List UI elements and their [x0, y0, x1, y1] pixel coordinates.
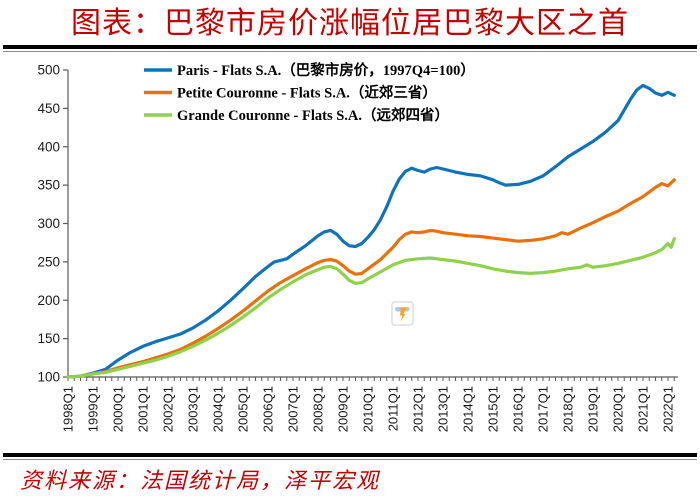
x-tick-label: 2001Q1: [136, 386, 151, 432]
source-note: 资料来源：法国统计局，泽平宏观: [20, 468, 381, 493]
legend-label: Grande Couronne - Flats S.A.（远郊四省）: [177, 106, 449, 124]
x-tick-label: 2016Q1: [511, 386, 526, 432]
series-line: [66, 83, 676, 379]
y-tick-label: 250: [37, 254, 60, 269]
watermark-lightning-icon: [400, 308, 407, 322]
x-tick-label: 2010Q1: [361, 386, 376, 432]
title-divider-rule: [3, 45, 697, 52]
y-tick-label: 100: [37, 370, 60, 385]
y-tick-label: 300: [37, 216, 60, 231]
y-tick-label: 400: [37, 139, 60, 154]
x-tick-label: 2008Q1: [311, 386, 326, 432]
x-tick-label: 2015Q1: [486, 386, 501, 432]
x-tick-label: 2012Q1: [411, 386, 426, 432]
x-tick-label: 2021Q1: [636, 386, 651, 432]
x-tick-label: 2002Q1: [161, 386, 176, 432]
y-tick-label: 150: [37, 331, 60, 346]
series-line: [66, 178, 676, 379]
x-tick-label: 2018Q1: [561, 386, 576, 432]
legend-label: Petite Couronne - Flats S.A.（近郊三省）: [177, 84, 437, 102]
x-tick-label: 2022Q1: [661, 386, 676, 432]
x-tick-label: 2014Q1: [461, 386, 476, 432]
y-tick-label: 500: [37, 63, 60, 78]
x-tick-label: 2007Q1: [286, 386, 301, 432]
x-tick-label: 2013Q1: [436, 386, 451, 432]
x-tick-label: 2017Q1: [536, 386, 551, 432]
series-line: [66, 237, 676, 379]
y-tick-label: 450: [37, 101, 60, 116]
page-title: 图表：巴黎市房价涨幅位居巴黎大区之首: [71, 7, 629, 40]
x-tick-label: 2003Q1: [186, 386, 201, 432]
x-tick-label: 2004Q1: [211, 386, 226, 432]
line-chart-canvas: 100 150 200 250 300 350 400 450 500 1998Q1 1999Q1 2…: [37, 61, 678, 432]
y-tick-label: 200: [37, 293, 60, 308]
footer-divider-rule: [3, 453, 697, 460]
x-tick-label: 2020Q1: [611, 386, 626, 432]
x-tick-label: 2009Q1: [336, 386, 351, 432]
y-tick-label: 350: [37, 178, 60, 193]
legend-label: Paris - Flats S.A.（巴黎市房价，1997Q4=100）: [177, 61, 475, 79]
x-tick-label: 2006Q1: [261, 386, 276, 432]
x-tick-label: 1999Q1: [86, 386, 101, 432]
x-tick-label: 1998Q1: [61, 386, 76, 432]
x-tick-label: 2011Q1: [386, 386, 401, 431]
x-tick-label: 2000Q1: [111, 386, 126, 432]
x-tick-label: 2019Q1: [586, 386, 601, 432]
x-tick-label: 2005Q1: [236, 386, 251, 432]
